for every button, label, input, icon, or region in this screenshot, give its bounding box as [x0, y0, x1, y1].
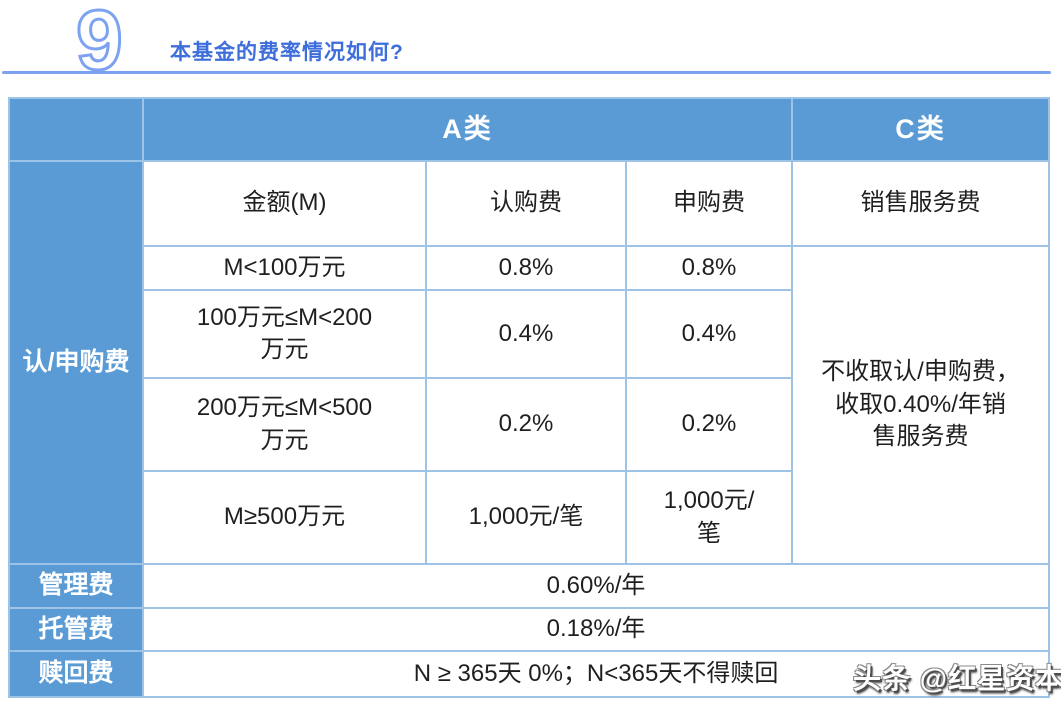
tier-2-amount: 100万元≤M<200 万元: [142, 289, 427, 379]
subheader-subscription-fee: 认购费: [425, 160, 627, 247]
tier-3-subscription: 0.2%: [425, 377, 627, 472]
subheader-amount: 金额(M): [142, 160, 427, 247]
custody-fee-value: 0.18%/年: [141, 607, 1051, 652]
redemption-fee-label: 赎回费: [8, 650, 144, 698]
tier-3-amount: 200万元≤M<500 万元: [142, 377, 427, 472]
fee-rate-table: A类 C类 认/申购费 金额(M) 认购费 申购费 销售服务费 M<100万元 …: [8, 97, 1051, 698]
management-fee-label: 管理费: [8, 563, 144, 609]
table-row-tier-3: 200万元≤M<500 万元 0.2% 0.2%: [9, 377, 1049, 472]
tier-1-purchase: 0.8%: [624, 245, 794, 291]
table-row-tier-2: 100万元≤M<200 万元 0.4% 0.4%: [9, 289, 1049, 379]
header-underline: [2, 71, 1051, 74]
table-row-custody-fee: 托管费 0.18%/年: [8, 607, 1051, 652]
custody-fee-label: 托管费: [8, 607, 144, 652]
tier-1-amount: M<100万元: [142, 245, 427, 291]
tier-2-purchase: 0.4%: [624, 289, 794, 379]
watermark: 头条 @红星资本局: [853, 663, 1061, 694]
tier-4-amount: M≥500万元: [142, 470, 427, 565]
management-fee-value: 0.60%/年: [141, 563, 1051, 609]
subheader-purchase-fee: 申购费: [624, 160, 794, 247]
class-c-note: 不收取认/申购费， 收取0.40%/年销 售服务费: [791, 245, 1051, 565]
class-a-header: A类: [141, 97, 794, 162]
tier-2-subscription: 0.4%: [425, 289, 627, 379]
tier-3-purchase: 0.2%: [624, 377, 794, 472]
corner-cell: [8, 97, 144, 162]
tier-4-subscription: 1,000元/笔: [425, 470, 627, 565]
redemption-fee-value: N ≥ 365天 0%；N<365天不得赎回: [141, 650, 1051, 698]
row-group-label: 认/申购费: [8, 160, 144, 565]
table-row-tier-1: M<100万元 0.8% 0.8% 不收取认/申购费， 收取0.40%/年销 售…: [9, 245, 1051, 565]
subheader-sales-service-fee: 销售服务费: [791, 160, 1051, 247]
table-row-class-headers: A类 C类: [8, 97, 1051, 162]
tier-1-subscription: 0.8%: [425, 245, 627, 291]
table-row-sub-headers: 认/申购费 金额(M) 认购费 申购费 销售服务费: [8, 160, 1051, 565]
table-row-redemption-fee: 赎回费 N ≥ 365天 0%；N<365天不得赎回: [8, 650, 1051, 698]
table-row-tier-4: M≥500万元 1,000元/笔 1,000元/ 笔: [9, 470, 1049, 565]
page-title: 本基金的费率情况如何?: [170, 41, 404, 64]
table-row-management-fee: 管理费 0.60%/年: [8, 563, 1051, 609]
class-c-header: C类: [791, 97, 1051, 162]
question-number: 9: [75, 0, 125, 87]
tier-4-purchase: 1,000元/ 笔: [624, 470, 794, 565]
